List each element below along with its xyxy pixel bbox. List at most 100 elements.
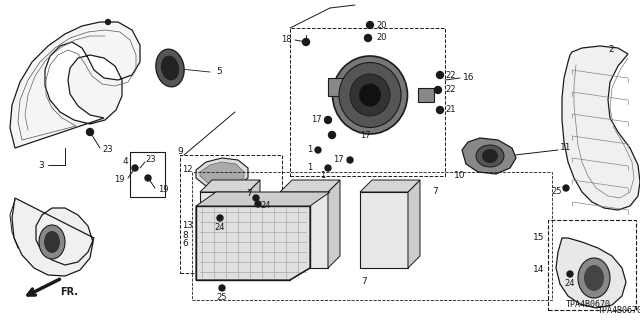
Circle shape bbox=[436, 71, 444, 78]
Bar bbox=[548, 220, 636, 310]
Text: 1: 1 bbox=[321, 171, 326, 180]
Text: 20: 20 bbox=[376, 20, 387, 29]
Text: 19: 19 bbox=[158, 186, 168, 195]
Text: 20: 20 bbox=[376, 34, 387, 43]
Text: 4: 4 bbox=[122, 157, 128, 166]
Circle shape bbox=[324, 116, 332, 124]
Text: TPA4B0670: TPA4B0670 bbox=[566, 300, 611, 309]
Polygon shape bbox=[462, 138, 516, 174]
Bar bbox=[192, 172, 552, 300]
Polygon shape bbox=[328, 180, 340, 268]
Bar bbox=[130, 152, 165, 197]
Ellipse shape bbox=[156, 49, 184, 87]
Text: 23: 23 bbox=[145, 156, 156, 164]
Polygon shape bbox=[556, 238, 626, 308]
Text: 16: 16 bbox=[463, 74, 474, 83]
Circle shape bbox=[435, 86, 442, 93]
Text: 17: 17 bbox=[360, 131, 371, 140]
Circle shape bbox=[106, 20, 111, 25]
Circle shape bbox=[253, 195, 259, 201]
Text: 15: 15 bbox=[532, 234, 544, 243]
Text: 14: 14 bbox=[532, 266, 544, 275]
Polygon shape bbox=[360, 180, 420, 192]
Circle shape bbox=[315, 147, 321, 153]
Bar bbox=[328, 78, 348, 96]
Text: 10: 10 bbox=[454, 172, 466, 180]
Circle shape bbox=[325, 165, 331, 171]
Ellipse shape bbox=[44, 231, 60, 253]
Text: TPA4B0670: TPA4B0670 bbox=[598, 306, 640, 315]
Ellipse shape bbox=[39, 225, 65, 259]
Text: 7: 7 bbox=[361, 277, 367, 286]
Text: 21: 21 bbox=[445, 106, 456, 115]
Ellipse shape bbox=[359, 84, 381, 107]
Bar bbox=[290, 28, 445, 176]
Circle shape bbox=[219, 285, 225, 291]
Ellipse shape bbox=[584, 265, 604, 291]
Text: 17: 17 bbox=[333, 156, 344, 164]
Ellipse shape bbox=[161, 56, 179, 80]
Circle shape bbox=[145, 175, 151, 181]
Circle shape bbox=[328, 132, 335, 139]
Circle shape bbox=[367, 21, 374, 28]
Polygon shape bbox=[280, 180, 340, 192]
Text: 3: 3 bbox=[38, 161, 44, 170]
Polygon shape bbox=[196, 192, 330, 206]
Circle shape bbox=[255, 201, 261, 207]
Circle shape bbox=[347, 157, 353, 163]
Circle shape bbox=[567, 271, 573, 277]
Text: 12: 12 bbox=[182, 165, 193, 174]
Ellipse shape bbox=[578, 258, 610, 298]
Circle shape bbox=[303, 38, 310, 45]
Polygon shape bbox=[408, 180, 420, 268]
Circle shape bbox=[132, 165, 138, 171]
Polygon shape bbox=[196, 158, 248, 188]
Ellipse shape bbox=[350, 74, 390, 116]
Circle shape bbox=[86, 129, 93, 135]
Polygon shape bbox=[562, 46, 640, 210]
Text: 22: 22 bbox=[445, 70, 456, 79]
Bar bbox=[418, 88, 434, 102]
Text: 8: 8 bbox=[182, 231, 188, 241]
Polygon shape bbox=[200, 192, 248, 268]
Text: 25: 25 bbox=[217, 293, 227, 302]
Polygon shape bbox=[198, 190, 256, 238]
Polygon shape bbox=[196, 206, 310, 280]
Circle shape bbox=[365, 35, 371, 42]
Ellipse shape bbox=[339, 62, 401, 127]
Ellipse shape bbox=[476, 145, 504, 167]
Text: 23: 23 bbox=[102, 146, 113, 155]
Circle shape bbox=[436, 107, 444, 114]
Text: 7: 7 bbox=[432, 188, 438, 196]
Polygon shape bbox=[12, 198, 94, 276]
Text: 2: 2 bbox=[608, 45, 614, 54]
Text: 17: 17 bbox=[312, 116, 322, 124]
Text: 9: 9 bbox=[177, 148, 183, 156]
Text: FR.: FR. bbox=[60, 287, 78, 297]
Ellipse shape bbox=[333, 56, 408, 134]
Text: 1: 1 bbox=[307, 164, 312, 172]
Text: 25: 25 bbox=[552, 188, 562, 196]
Text: 18: 18 bbox=[282, 36, 292, 44]
Text: 13: 13 bbox=[182, 221, 193, 230]
Polygon shape bbox=[10, 22, 140, 148]
Text: 24: 24 bbox=[564, 279, 575, 289]
Text: 1: 1 bbox=[307, 146, 312, 155]
Polygon shape bbox=[248, 180, 260, 268]
Text: 22: 22 bbox=[445, 85, 456, 94]
Circle shape bbox=[217, 215, 223, 221]
Polygon shape bbox=[200, 162, 244, 185]
Text: 19: 19 bbox=[115, 175, 125, 185]
Polygon shape bbox=[204, 195, 252, 233]
Ellipse shape bbox=[482, 149, 498, 163]
Circle shape bbox=[563, 185, 569, 191]
Polygon shape bbox=[200, 180, 260, 192]
Text: 24: 24 bbox=[215, 223, 225, 233]
Text: 7: 7 bbox=[246, 189, 252, 198]
Text: 24: 24 bbox=[260, 201, 271, 210]
Text: 11: 11 bbox=[560, 143, 572, 153]
Polygon shape bbox=[280, 192, 328, 268]
Text: 5: 5 bbox=[216, 68, 221, 76]
Text: 6: 6 bbox=[182, 239, 188, 249]
Polygon shape bbox=[360, 192, 408, 268]
